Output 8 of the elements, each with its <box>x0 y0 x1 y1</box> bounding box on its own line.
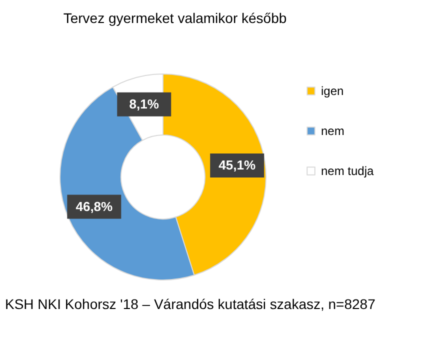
chart-title: Tervez gyermeket valamikor később <box>63 10 287 26</box>
data-label: 45,1% <box>218 158 256 172</box>
legend-label: nem tudja <box>321 164 374 178</box>
text: KSH NKI Kohorsz '18 – Várandós kutatási szakasz, n=8287 <box>5 296 376 312</box>
data-label: 46,8% <box>76 198 114 214</box>
data-label: 8,1% <box>129 96 160 112</box>
legend-label: igen <box>321 84 344 98</box>
legend-label: nem <box>321 124 344 138</box>
